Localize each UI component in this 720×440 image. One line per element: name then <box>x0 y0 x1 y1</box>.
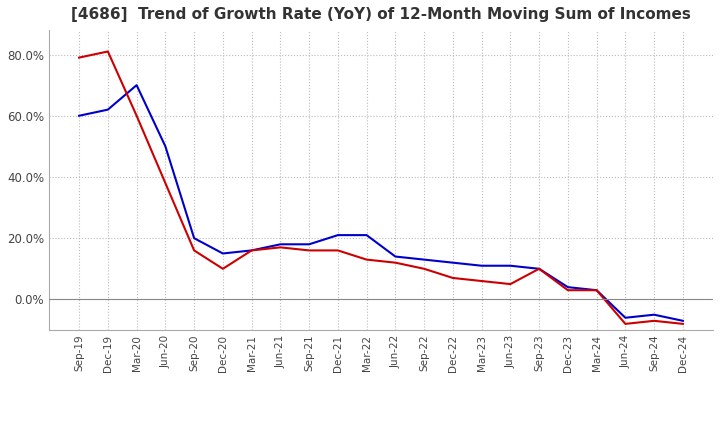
Line: Net Income Growth Rate: Net Income Growth Rate <box>79 51 683 324</box>
Ordinary Income Growth Rate <box>305 242 313 247</box>
Ordinary Income Growth Rate <box>104 107 112 112</box>
Net Income Growth Rate <box>305 248 313 253</box>
Net Income Growth Rate <box>247 248 256 253</box>
Title: [4686]  Trend of Growth Rate (YoY) of 12-Month Moving Sum of Incomes: [4686] Trend of Growth Rate (YoY) of 12-… <box>71 7 691 22</box>
Net Income Growth Rate <box>333 248 342 253</box>
Ordinary Income Growth Rate <box>564 285 572 290</box>
Ordinary Income Growth Rate <box>535 266 544 271</box>
Ordinary Income Growth Rate <box>420 257 428 262</box>
Ordinary Income Growth Rate <box>75 113 84 118</box>
Line: Ordinary Income Growth Rate: Ordinary Income Growth Rate <box>79 85 683 321</box>
Net Income Growth Rate <box>649 318 658 323</box>
Ordinary Income Growth Rate <box>362 232 371 238</box>
Net Income Growth Rate <box>535 266 544 271</box>
Ordinary Income Growth Rate <box>621 315 630 320</box>
Net Income Growth Rate <box>219 266 228 271</box>
Ordinary Income Growth Rate <box>190 235 199 241</box>
Net Income Growth Rate <box>621 321 630 326</box>
Net Income Growth Rate <box>678 321 687 326</box>
Ordinary Income Growth Rate <box>593 288 601 293</box>
Ordinary Income Growth Rate <box>219 251 228 256</box>
Net Income Growth Rate <box>449 275 457 281</box>
Net Income Growth Rate <box>391 260 400 265</box>
Net Income Growth Rate <box>593 288 601 293</box>
Ordinary Income Growth Rate <box>391 254 400 259</box>
Net Income Growth Rate <box>104 49 112 54</box>
Ordinary Income Growth Rate <box>276 242 284 247</box>
Ordinary Income Growth Rate <box>247 248 256 253</box>
Net Income Growth Rate <box>161 180 170 186</box>
Ordinary Income Growth Rate <box>506 263 515 268</box>
Ordinary Income Growth Rate <box>449 260 457 265</box>
Net Income Growth Rate <box>362 257 371 262</box>
Net Income Growth Rate <box>564 288 572 293</box>
Ordinary Income Growth Rate <box>649 312 658 317</box>
Net Income Growth Rate <box>506 282 515 287</box>
Net Income Growth Rate <box>190 248 199 253</box>
Ordinary Income Growth Rate <box>132 83 141 88</box>
Ordinary Income Growth Rate <box>161 144 170 149</box>
Ordinary Income Growth Rate <box>678 318 687 323</box>
Net Income Growth Rate <box>420 266 428 271</box>
Ordinary Income Growth Rate <box>333 232 342 238</box>
Net Income Growth Rate <box>75 55 84 60</box>
Net Income Growth Rate <box>276 245 284 250</box>
Ordinary Income Growth Rate <box>477 263 486 268</box>
Net Income Growth Rate <box>477 279 486 284</box>
Net Income Growth Rate <box>132 113 141 118</box>
